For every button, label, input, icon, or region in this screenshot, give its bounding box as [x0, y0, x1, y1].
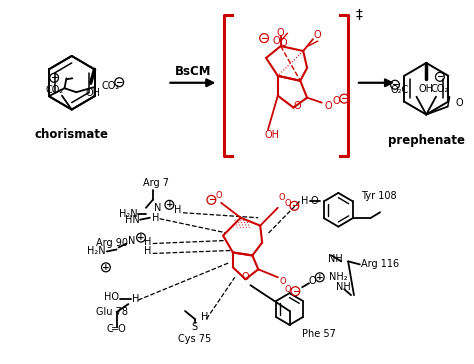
Text: −: −: [391, 80, 399, 89]
Text: +: +: [102, 263, 109, 272]
Text: OH: OH: [85, 88, 100, 98]
Text: CO₂: CO₂: [431, 84, 449, 94]
Text: O: O: [284, 285, 291, 294]
Text: Phe 57: Phe 57: [302, 329, 336, 339]
Text: O: O: [293, 100, 301, 111]
Text: CO₂: CO₂: [45, 85, 63, 95]
Text: HN: HN: [125, 215, 140, 225]
Text: O: O: [272, 36, 280, 46]
Text: H₂N: H₂N: [87, 246, 106, 257]
Text: N: N: [128, 236, 135, 246]
Text: −: −: [340, 94, 348, 103]
Text: prephenate: prephenate: [388, 134, 465, 147]
Text: O: O: [325, 100, 332, 111]
Text: +: +: [316, 273, 324, 282]
Text: BsCM: BsCM: [174, 66, 211, 78]
Text: O: O: [216, 191, 222, 201]
Text: Glu 78: Glu 78: [96, 307, 128, 317]
Text: −: −: [116, 78, 123, 87]
Text: −: −: [50, 73, 58, 82]
Text: O: O: [313, 30, 321, 40]
Text: −: −: [292, 287, 299, 296]
Text: Cys 75: Cys 75: [178, 334, 211, 344]
Text: H: H: [173, 205, 181, 215]
Text: C: C: [107, 324, 113, 334]
Text: O: O: [280, 38, 287, 48]
Text: chorismate: chorismate: [35, 128, 109, 141]
Text: N: N: [154, 203, 161, 213]
Text: Tyr 108: Tyr 108: [361, 191, 396, 201]
Text: HO: HO: [104, 292, 118, 302]
Text: O: O: [278, 193, 285, 202]
Text: −: −: [291, 201, 298, 210]
Text: CO₂: CO₂: [101, 81, 120, 91]
Text: H: H: [301, 196, 308, 206]
Text: O: O: [279, 277, 286, 286]
Text: OH: OH: [419, 84, 434, 94]
Text: H: H: [201, 312, 208, 322]
Text: O: O: [308, 276, 316, 286]
Text: −: −: [260, 33, 268, 43]
Text: O: O: [277, 28, 284, 38]
Text: +: +: [165, 200, 173, 209]
Text: +: +: [137, 233, 145, 242]
Text: O: O: [242, 272, 249, 282]
Text: S: S: [191, 322, 198, 332]
Text: Arg 116: Arg 116: [361, 260, 399, 269]
Text: O: O: [333, 96, 340, 106]
Text: H: H: [144, 246, 152, 257]
Text: ‡: ‡: [356, 8, 363, 22]
Text: H: H: [131, 294, 139, 304]
Text: Arg 7: Arg 7: [143, 178, 169, 188]
Text: −: −: [208, 195, 215, 204]
Text: O: O: [456, 98, 463, 108]
Text: NH: NH: [337, 282, 351, 292]
Text: O: O: [310, 196, 318, 206]
Text: H₂N: H₂N: [119, 209, 138, 219]
Text: H: H: [152, 213, 159, 223]
Text: NH: NH: [328, 254, 343, 264]
Text: −: −: [436, 72, 444, 81]
Text: O: O: [284, 199, 291, 208]
Text: H: H: [144, 237, 152, 246]
Text: OH: OH: [264, 130, 279, 141]
Text: Arg 90: Arg 90: [96, 238, 128, 248]
Text: =O: =O: [111, 324, 127, 334]
Text: NH₂: NH₂: [328, 272, 347, 282]
Text: O₂C: O₂C: [391, 85, 409, 95]
